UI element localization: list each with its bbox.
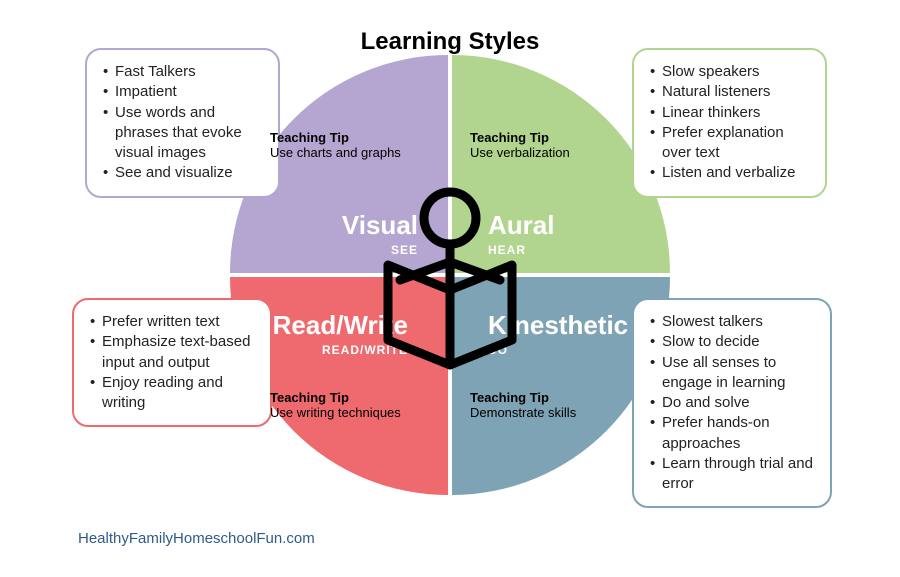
- box-aural-list: Slow speakersNatural listenersLinear thi…: [650, 62, 811, 184]
- tip-readwrite-head: Teaching Tip: [270, 390, 450, 405]
- box-item: Prefer hands-on approaches: [650, 413, 816, 454]
- box-item: Slowest talkers: [650, 312, 816, 332]
- tip-kinesthetic: Teaching Tip Demonstrate skills: [470, 390, 650, 420]
- box-item: Linear thinkers: [650, 103, 811, 123]
- box-item: Use all senses to engage in learning: [650, 353, 816, 394]
- tip-aural: Teaching Tip Use verbalization: [470, 130, 650, 160]
- tip-readwrite-body: Use writing techniques: [270, 405, 450, 420]
- box-visual: Fast TalkersImpatientUse words and phras…: [85, 48, 280, 198]
- box-item: Impatient: [103, 82, 264, 102]
- tip-readwrite: Teaching Tip Use writing techniques: [270, 390, 450, 420]
- box-aural: Slow speakersNatural listenersLinear thi…: [632, 48, 827, 198]
- tip-visual-body: Use charts and graphs: [270, 145, 450, 160]
- box-item: Fast Talkers: [103, 62, 264, 82]
- reader-icon: [370, 180, 530, 370]
- tip-aural-head: Teaching Tip: [470, 130, 650, 145]
- tip-aural-body: Use verbalization: [470, 145, 650, 160]
- tip-visual: Teaching Tip Use charts and graphs: [270, 130, 450, 160]
- box-kinesthetic: Slowest talkersSlow to decideUse all sen…: [632, 298, 832, 508]
- box-readwrite-list: Prefer written textEmphasize text-based …: [90, 312, 256, 413]
- box-item: Use words and phrases that evoke visual …: [103, 103, 264, 164]
- box-kinesthetic-list: Slowest talkersSlow to decideUse all sen…: [650, 312, 816, 494]
- footer-link: HealthyFamilyHomeschoolFun.com: [78, 530, 315, 547]
- box-item: Learn through trial and error: [650, 454, 816, 495]
- box-item: Natural listeners: [650, 82, 811, 102]
- box-item: Slow speakers: [650, 62, 811, 82]
- box-item: Listen and verbalize: [650, 163, 811, 183]
- tip-kinesthetic-body: Demonstrate skills: [470, 405, 650, 420]
- box-visual-list: Fast TalkersImpatientUse words and phras…: [103, 62, 264, 184]
- box-readwrite: Prefer written textEmphasize text-based …: [72, 298, 272, 427]
- box-item: See and visualize: [103, 163, 264, 183]
- box-item: Prefer written text: [90, 312, 256, 332]
- box-item: Slow to decide: [650, 332, 816, 352]
- tip-visual-head: Teaching Tip: [270, 130, 450, 145]
- tip-kinesthetic-head: Teaching Tip: [470, 390, 650, 405]
- box-item: Emphasize text-based input and output: [90, 332, 256, 373]
- box-item: Do and solve: [650, 393, 816, 413]
- box-item: Enjoy reading and writing: [90, 373, 256, 414]
- box-item: Prefer explanation over text: [650, 123, 811, 164]
